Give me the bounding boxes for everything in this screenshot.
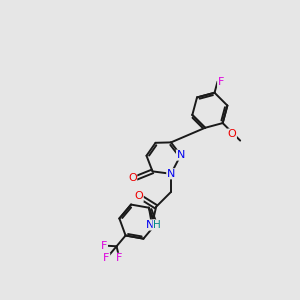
Text: F: F bbox=[103, 253, 110, 263]
Text: O: O bbox=[134, 191, 143, 201]
Text: F: F bbox=[101, 241, 107, 250]
Text: H: H bbox=[153, 220, 161, 230]
Text: N: N bbox=[167, 169, 175, 179]
Text: F: F bbox=[116, 253, 123, 263]
Text: O: O bbox=[128, 173, 137, 183]
Text: F: F bbox=[218, 76, 224, 87]
Text: O: O bbox=[228, 129, 236, 139]
Text: N: N bbox=[176, 150, 185, 160]
Text: N: N bbox=[146, 220, 154, 230]
